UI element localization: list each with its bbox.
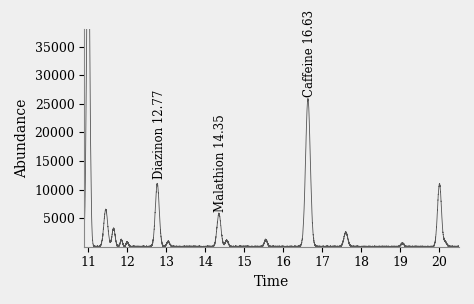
X-axis label: Time: Time <box>254 275 289 289</box>
Text: Malathion 14.35: Malathion 14.35 <box>214 114 228 212</box>
Y-axis label: Abundance: Abundance <box>15 98 29 178</box>
Text: Diazinon 12.77: Diazinon 12.77 <box>153 90 166 179</box>
Text: Caffeine 16.63: Caffeine 16.63 <box>303 10 316 97</box>
